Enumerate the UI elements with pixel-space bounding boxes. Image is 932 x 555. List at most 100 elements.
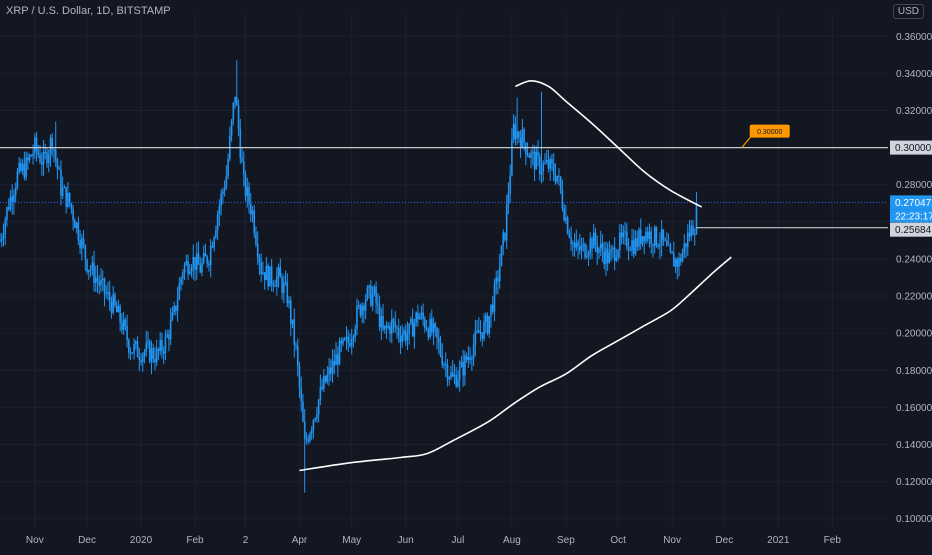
price-tag-main-bg <box>890 140 932 155</box>
candle-body <box>605 248 607 265</box>
candle <box>547 149 550 173</box>
candle <box>37 144 40 159</box>
candle-body <box>84 245 87 260</box>
candle <box>620 224 623 245</box>
candle <box>204 243 207 257</box>
candle-body <box>263 272 266 281</box>
y-tick-label: 0.12000 <box>896 477 932 488</box>
candle-body <box>117 306 120 313</box>
candle <box>387 322 390 330</box>
candle <box>540 91 543 184</box>
candle-body <box>343 338 346 340</box>
candle <box>425 319 428 332</box>
candle-body <box>455 374 457 387</box>
candle-body <box>281 277 283 294</box>
candle-body <box>58 169 60 171</box>
candle-body <box>324 375 327 382</box>
candle-body <box>286 281 289 304</box>
candle <box>284 270 287 286</box>
candle-body <box>112 294 114 313</box>
candle <box>457 370 459 388</box>
candle-body <box>108 291 111 302</box>
x-tick-label: 2020 <box>130 535 153 546</box>
candle-body <box>624 231 626 233</box>
candle <box>632 229 635 258</box>
candle-body <box>638 229 640 247</box>
candle <box>303 408 306 493</box>
candle-body <box>25 157 27 178</box>
candle <box>561 179 564 212</box>
candle-body <box>105 293 108 295</box>
candle <box>342 337 344 347</box>
candle <box>664 237 666 242</box>
candle <box>392 317 395 333</box>
candle <box>455 366 457 389</box>
x-tick-label: Jul <box>452 535 465 546</box>
candle <box>370 280 372 308</box>
candle-body <box>469 357 471 360</box>
candle-body <box>692 225 694 236</box>
candle <box>512 113 515 143</box>
x-tick-label: 2 <box>243 535 249 546</box>
candle-body <box>328 367 330 375</box>
currency-button[interactable]: USD <box>892 4 924 19</box>
candle-body <box>361 305 363 316</box>
candle-body <box>39 154 41 163</box>
candle <box>678 252 680 277</box>
candle <box>622 225 625 245</box>
candle-body <box>53 149 55 151</box>
candle <box>639 218 642 250</box>
candle-body <box>20 162 22 171</box>
candle <box>44 143 47 160</box>
candle-body <box>507 193 510 205</box>
candle <box>356 298 358 336</box>
candle-body <box>552 164 555 175</box>
candle <box>16 167 19 191</box>
candle-body <box>135 341 137 345</box>
candle-body <box>471 358 473 360</box>
candle-body <box>161 339 163 352</box>
candle-body <box>188 271 191 274</box>
candle <box>213 235 215 252</box>
candle-body <box>51 137 54 150</box>
candle <box>126 314 128 348</box>
candle-body <box>615 257 618 261</box>
candle-body <box>216 214 219 230</box>
candle <box>688 220 691 242</box>
candle <box>188 263 191 276</box>
candle <box>551 153 553 171</box>
candle-body <box>582 243 585 246</box>
candle-body <box>525 142 527 155</box>
candle-body <box>390 319 393 334</box>
candle <box>159 332 161 356</box>
candle <box>323 369 325 393</box>
candle <box>187 254 189 280</box>
candle-body <box>620 232 623 238</box>
candle-body <box>437 337 440 343</box>
candle <box>498 253 501 289</box>
y-tick-label: 0.34000 <box>896 69 932 80</box>
candle-body <box>249 203 252 215</box>
candle <box>328 358 330 386</box>
lower-curve <box>299 256 732 472</box>
candle-body <box>538 156 541 175</box>
candle <box>385 321 388 339</box>
candle <box>122 311 125 335</box>
candle-body <box>129 352 132 354</box>
candle <box>617 248 619 261</box>
candle <box>690 220 693 241</box>
candle-body <box>363 305 365 311</box>
candle <box>582 237 585 252</box>
candle <box>147 331 149 349</box>
candle <box>208 260 210 272</box>
candle-body <box>652 244 654 246</box>
candle <box>216 210 219 241</box>
candle <box>545 149 548 165</box>
candle-body <box>589 238 592 253</box>
candle-body <box>277 267 280 277</box>
candle-body <box>310 429 313 434</box>
candle <box>180 276 182 291</box>
candle <box>63 184 66 189</box>
